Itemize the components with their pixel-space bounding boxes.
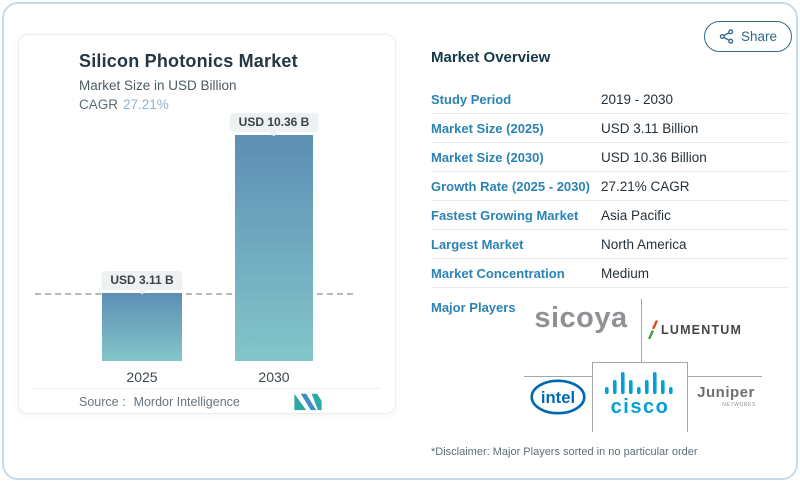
lumentum-logo: LUMENTUM <box>648 320 742 340</box>
source-value: Mordor Intelligence <box>133 395 240 409</box>
row-label: Growth Rate (2025 - 2030) <box>431 178 590 194</box>
table-row: Growth Rate (2025 - 2030) 27.21% CAGR <box>431 172 789 201</box>
row-value: 2019 - 2030 <box>601 91 674 107</box>
grid-divider-horizontal-right <box>688 376 762 377</box>
chart-header: Silicon Photonics Market Market Size in … <box>79 51 298 112</box>
axis-label-2030: 2030 <box>258 369 290 385</box>
chart-card: Silicon Photonics Market Market Size in … <box>18 34 396 414</box>
chart-title: Silicon Photonics Market <box>79 51 298 71</box>
lumentum-wordmark: LUMENTUM <box>661 323 743 337</box>
juniper-logo: Juniper NETWORKS <box>696 384 756 408</box>
bar-value-label-2025: USD 3.11 B <box>101 271 183 290</box>
row-value: Medium <box>601 265 650 281</box>
major-players-grid: sicoya LUMENTUM intel <box>524 296 768 436</box>
table-row: Largest Market North America <box>431 230 789 259</box>
row-value: 27.21% CAGR <box>601 178 690 194</box>
table-row: Market Size (2030) USD 10.36 Billion <box>431 143 789 172</box>
disclaimer-text: *Disclaimer: Major Players sorted in no … <box>431 446 698 458</box>
share-button[interactable]: Share <box>704 21 792 52</box>
bar-value-label-2030: USD 10.36 B <box>229 113 319 132</box>
axis-label-2025: 2025 <box>126 369 158 385</box>
table-row: Market Concentration Medium <box>431 259 789 288</box>
table-row: Fastest Growing Market Asia Pacific <box>431 201 789 230</box>
row-label: Market Size (2025) <box>431 120 544 136</box>
overview-table: Study Period 2019 - 2030 Market Size (20… <box>431 85 789 288</box>
grid-divider-horizontal-left <box>524 376 592 377</box>
juniper-wordmark: Juniper <box>697 384 755 401</box>
table-row: Market Size (2025) USD 3.11 Billion <box>431 114 789 143</box>
cisco-bridge-icon <box>605 372 673 394</box>
bar-2030 <box>235 135 313 361</box>
row-label: Largest Market <box>431 236 524 252</box>
lumentum-slash-icon <box>648 320 658 340</box>
row-value: USD 10.36 Billion <box>601 149 707 165</box>
major-players-label: Major Players <box>431 300 516 315</box>
source-separator <box>33 388 381 389</box>
svg-text:intel: intel <box>541 388 575 407</box>
bar-chart-plot: USD 3.11 B USD 10.36 B 2025 2030 <box>19 35 395 413</box>
mordor-intelligence-logo-icon <box>294 393 322 411</box>
source-label: Source : <box>79 395 126 409</box>
intel-logo: intel <box>530 379 586 415</box>
chart-cagr: CAGR 27.21% <box>79 97 298 112</box>
cagr-label: CAGR <box>79 97 119 112</box>
row-label: Fastest Growing Market <box>431 207 579 223</box>
cagr-value: 27.21% <box>123 97 169 112</box>
share-button-label: Share <box>740 29 778 44</box>
row-label: Market Concentration <box>431 265 565 281</box>
row-value: Asia Pacific <box>601 207 671 223</box>
bar-2025 <box>102 293 182 361</box>
cisco-logo-cell: cisco <box>592 362 688 432</box>
reference-dashed-line <box>35 293 353 295</box>
source-row: Source : Mordor Intelligence <box>79 395 240 409</box>
grid-divider-vertical <box>641 299 642 362</box>
juniper-networks-sub: NETWORKS <box>722 402 756 408</box>
overview-title: Market Overview <box>431 49 551 66</box>
row-value: North America <box>601 236 687 252</box>
row-value: USD 3.11 Billion <box>601 120 699 136</box>
table-row: Study Period 2019 - 2030 <box>431 85 789 114</box>
row-label: Study Period <box>431 91 512 107</box>
sicoya-logo: sicoya <box>534 302 628 334</box>
cisco-wordmark: cisco <box>610 396 670 418</box>
row-label: Market Size (2030) <box>431 149 544 165</box>
chart-subtitle: Market Size in USD Billion <box>79 78 237 93</box>
share-icon <box>719 29 734 44</box>
